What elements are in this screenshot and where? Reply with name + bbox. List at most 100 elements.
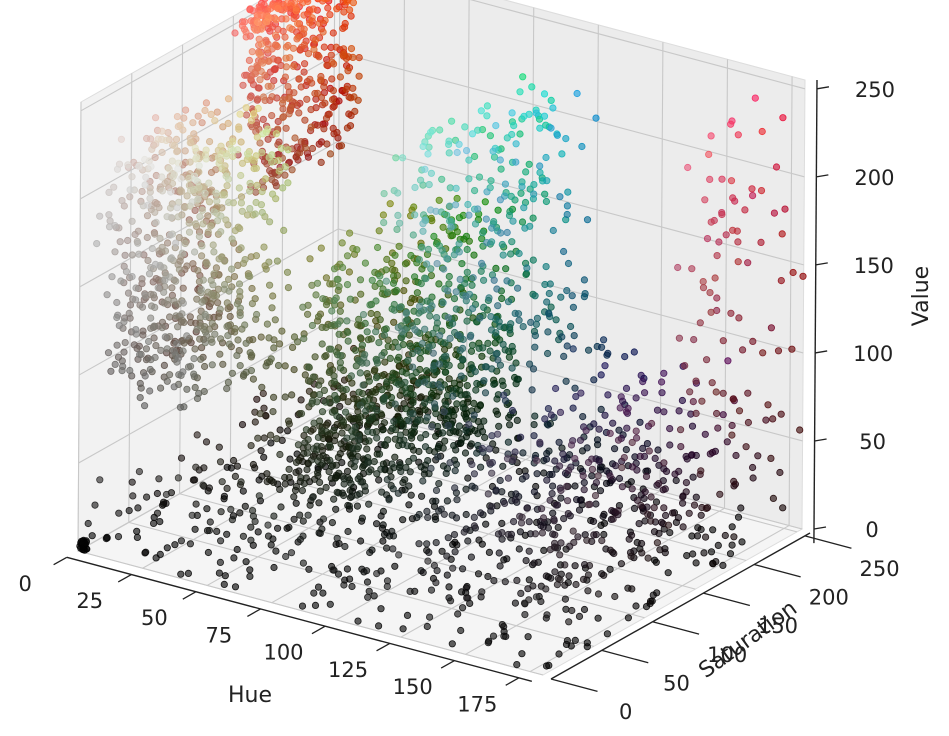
data-point: [314, 583, 323, 591]
hue-tick: [440, 660, 455, 669]
data-point: [380, 219, 388, 227]
data-point: [407, 491, 415, 499]
data-point: [183, 192, 191, 200]
data-point: [245, 56, 253, 65]
hue-tick: [376, 642, 391, 652]
data-point: [194, 266, 202, 275]
data-point: [473, 449, 481, 457]
data-point: [551, 543, 560, 552]
data-point: [597, 371, 605, 379]
data-point: [330, 265, 339, 273]
data-point: [242, 368, 250, 376]
data-point: [506, 250, 515, 258]
data-point: [77, 544, 85, 552]
data-point: [496, 196, 504, 204]
value-tick-label: 0: [865, 518, 878, 542]
data-point: [249, 335, 257, 344]
data-point: [251, 210, 259, 218]
data-point: [223, 384, 231, 393]
data-point: [446, 217, 454, 225]
data-point: [588, 465, 597, 473]
data-point: [404, 356, 412, 364]
data-point: [216, 458, 225, 466]
data-point: [658, 389, 666, 397]
data-point: [564, 188, 572, 196]
data-point: [520, 599, 529, 607]
data-point: [503, 455, 512, 463]
data-point: [233, 462, 241, 470]
data-point: [264, 82, 272, 90]
data-point: [348, 582, 356, 591]
saturation-tick: [601, 649, 649, 664]
data-point: [728, 523, 736, 531]
data-point: [217, 508, 225, 516]
data-point: [555, 438, 563, 446]
data-point: [701, 196, 709, 204]
data-point: [379, 537, 387, 545]
data-point: [485, 548, 493, 557]
data-point: [509, 517, 518, 526]
data-point: [709, 526, 717, 534]
data-point: [675, 407, 683, 415]
data-point: [135, 162, 143, 171]
data-point: [183, 262, 191, 270]
data-point: [356, 490, 364, 498]
data-point: [88, 532, 96, 540]
data-point: [562, 605, 570, 613]
data-point: [191, 476, 199, 484]
data-point: [644, 510, 652, 518]
data-point: [343, 0, 351, 5]
data-point: [519, 322, 527, 331]
grid-line-sat-left: [280, 0, 285, 437]
data-point: [443, 571, 451, 579]
data-point: [113, 313, 121, 322]
data-point: [324, 4, 332, 12]
data-point: [248, 48, 256, 56]
data-point: [448, 319, 457, 328]
value-tick: [813, 526, 827, 530]
data-point: [356, 334, 365, 342]
data-point: [457, 626, 465, 635]
data-point: [600, 530, 608, 539]
data-point: [579, 472, 587, 480]
data-point: [511, 496, 519, 504]
data-point: [191, 206, 199, 214]
grid-line-sat-floor: [230, 464, 696, 590]
data-point: [138, 303, 147, 311]
data-point: [246, 93, 254, 102]
data-point: [227, 505, 235, 513]
data-point: [455, 240, 463, 248]
data-point: [705, 150, 713, 158]
data-point: [484, 339, 492, 347]
data-point: [515, 467, 523, 476]
data-point: [500, 499, 509, 507]
data-point: [223, 152, 231, 160]
data-point: [316, 76, 325, 84]
data-point: [325, 441, 334, 449]
data-point: [204, 548, 212, 557]
data-point: [405, 482, 413, 490]
data-point: [633, 496, 642, 504]
data-point: [595, 457, 603, 465]
saturation-tick-label: 0: [619, 700, 632, 724]
data-point: [532, 109, 541, 117]
data-point: [520, 204, 528, 212]
data-point: [399, 478, 407, 487]
data-point: [382, 325, 390, 333]
data-point: [653, 406, 662, 414]
data-point: [570, 538, 578, 547]
data-point: [599, 336, 608, 344]
data-point: [301, 371, 309, 379]
data-point: [467, 347, 476, 355]
data-point: [443, 211, 451, 219]
data-point: [303, 95, 311, 103]
data-point: [367, 309, 375, 318]
data-point: [117, 135, 126, 143]
data-point: [253, 310, 261, 319]
data-point: [327, 345, 335, 353]
data-point: [255, 492, 263, 500]
data-point: [313, 121, 322, 129]
data-point: [346, 295, 354, 303]
data-point: [699, 277, 707, 286]
